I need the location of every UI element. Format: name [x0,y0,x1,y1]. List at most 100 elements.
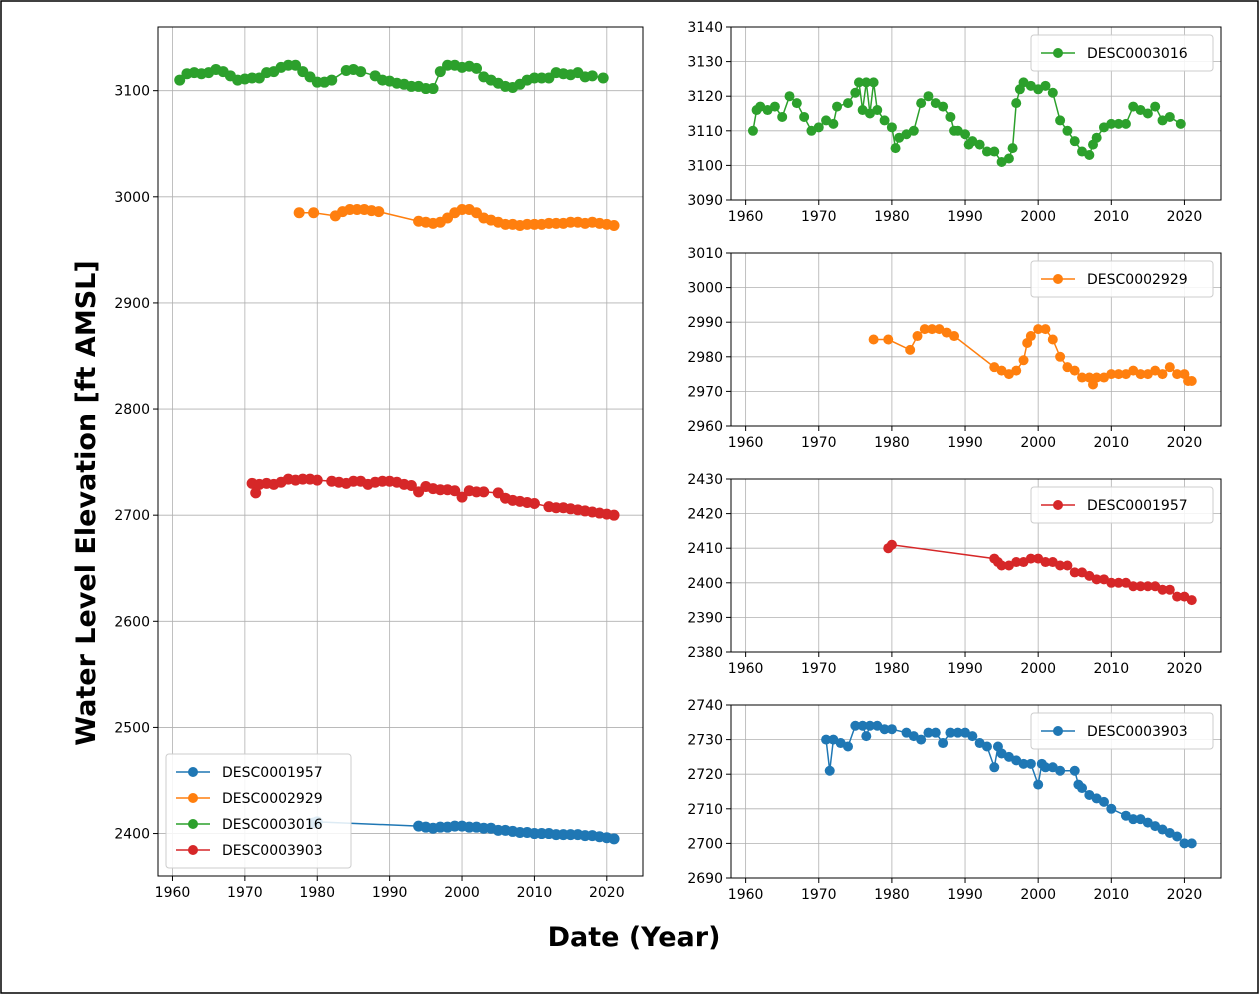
y-tick-label: 2990 [687,315,723,331]
data-point [1172,591,1183,602]
data-point [1186,376,1197,387]
y-tick-label: 2380 [687,645,723,661]
data-point [1007,143,1018,154]
y-tick-label: 3130 [687,55,723,71]
legend-marker [1053,274,1063,284]
data-point [967,731,978,742]
data-point [1055,560,1066,571]
data-point [1047,334,1058,345]
y-tick-label: 2700 [114,508,150,524]
y-tick-label: 3140 [687,20,723,36]
x-tick-label: 2000 [1020,435,1056,451]
chart-panel-top-right: 1960 1970 1980 1990 2000 2010 2020 3090 3100 3110… [687,20,1222,225]
y-tick-label: 2970 [687,384,723,400]
data-point [1164,584,1175,595]
axes-frame [730,478,1222,653]
data-point [478,486,490,498]
data-point [528,498,540,510]
data-point [919,324,930,335]
data-point [311,474,323,486]
x-tick-label: 2010 [1093,661,1129,677]
data-point [1175,118,1186,129]
x-tick-label: 2000 [1020,887,1056,903]
data-point [1003,153,1014,164]
chart-panel-main: 1960 1970 1980 1990 2000 2010 2020 2400 2500 2600… [114,26,644,901]
data-point [597,72,609,84]
data-point [1135,369,1146,380]
legend-marker [1053,726,1063,736]
x-tick-label: 1970 [801,435,837,451]
data-point [908,125,919,136]
x-tick-label: 1980 [874,209,910,225]
data-point [1055,351,1066,362]
x-tick-label: 1980 [874,887,910,903]
data-point [996,560,1007,571]
data-point [1040,557,1051,568]
data-point [1091,574,1102,585]
x-tick-label: 2020 [1167,435,1203,451]
x-tick-label: 1960 [728,209,764,225]
data-point [608,509,620,521]
data-point [1040,324,1051,335]
legend-marker [188,767,198,777]
y-tick-label: 3120 [687,89,723,105]
data-point [799,111,810,122]
data-point [868,334,879,345]
data-point [828,118,839,129]
data-point [1164,362,1175,373]
y-tick-label: 3090 [687,193,723,209]
y-tick-label: 2800 [114,402,150,418]
x-tick-label: 2010 [1093,887,1129,903]
data-point [1069,136,1080,147]
data-point [930,727,941,738]
axes-frame [157,26,644,877]
data-point [471,62,483,74]
data-point [373,206,385,218]
x-tick-label: 2020 [1167,209,1203,225]
data-point [989,762,1000,773]
x-tick-label: 2000 [1020,661,1056,677]
data-point [861,77,872,88]
y-tick-label: 2740 [687,698,723,714]
data-point [1179,838,1190,849]
data-point [1142,108,1153,119]
data-point [608,833,620,845]
legend-marker [1053,48,1063,58]
data-point [1033,779,1044,790]
legend-marker [188,845,198,855]
y-tick-label: 3010 [687,246,723,262]
x-tick-label: 2000 [1020,209,1056,225]
data-point [1157,369,1168,380]
data-point [1011,365,1022,376]
y-tick-label: 2980 [687,350,723,366]
y-tick-label: 2400 [687,576,723,592]
data-point [960,129,971,140]
data-point [1055,115,1066,126]
data-point [945,111,956,122]
data-point [916,98,927,109]
data-point [843,98,854,109]
data-point [1091,132,1102,143]
data-point [308,207,320,219]
axes-frame [730,704,1222,879]
data-point [1150,101,1161,112]
data-point [293,207,305,219]
legend-marker [188,793,198,803]
data-point [916,734,927,745]
legend-label: DESC0001957 [222,765,323,781]
x-tick-label: 2020 [1167,887,1203,903]
data-point [890,143,901,154]
data-point [952,727,963,738]
x-tick-label: 1980 [299,885,335,901]
data-point [449,485,461,497]
legend-label: DESC0003016 [1087,46,1188,62]
x-tick-label: 1960 [728,661,764,677]
data-point [1106,118,1117,129]
data-point [174,74,186,86]
data-point [1142,581,1153,592]
legend: DESC0001957 DESC0002929 DESC0003016 DESC000… [165,753,352,869]
data-point [1084,150,1095,161]
y-tick-label: 3000 [114,190,150,206]
data-point [1047,87,1058,98]
data-point [949,331,960,342]
